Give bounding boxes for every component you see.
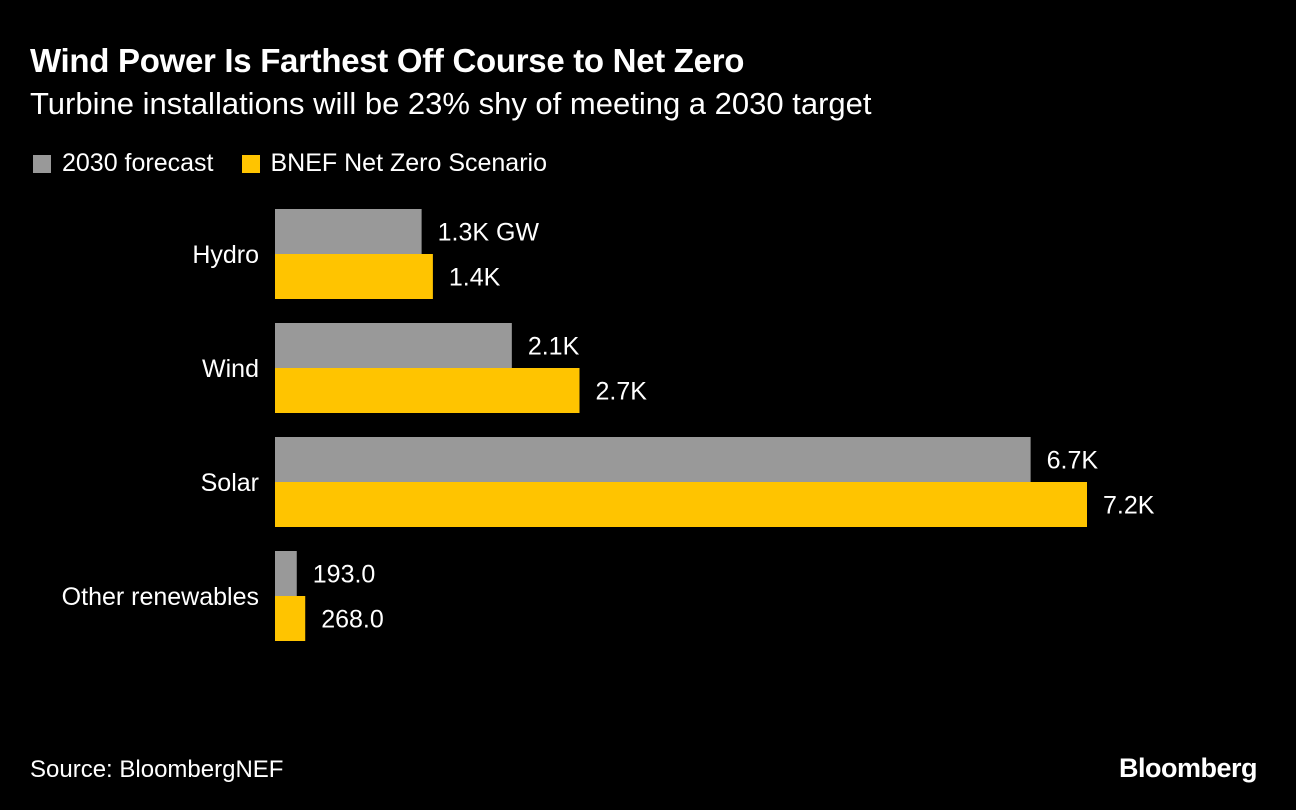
category-label-solar: Solar	[201, 469, 259, 497]
bar-hydro-2030-forecast	[275, 209, 422, 254]
data-label-wind-bnef-net-zero-scenario: 2.7K	[596, 378, 648, 406]
chart-title: Wind Power Is Farthest Off Course to Net…	[30, 42, 745, 79]
data-label-other-renewables-2030-forecast: 193.0	[313, 561, 376, 589]
category-label-other-renewables: Other renewables	[62, 583, 259, 611]
legend-swatch-forecast	[33, 154, 51, 173]
source-note: Source: BloombergNEF	[30, 756, 284, 783]
bar-wind-2030-forecast	[275, 323, 512, 368]
bar-wind-bnef-net-zero-scenario	[275, 368, 580, 413]
category-label-hydro: Hydro	[192, 241, 259, 269]
legend-label-forecast: 2030 forecast	[62, 149, 214, 177]
bar-other-renewables-bnef-net-zero-scenario	[275, 596, 306, 641]
bar-solar-bnef-net-zero-scenario	[275, 482, 1087, 527]
bar-chart: Hydro 1.3K GW 1.4K Wind 2.1K 2.7K Solar 6.7K7.2…	[62, 209, 1155, 641]
category-label-wind: Wind	[202, 355, 259, 383]
data-label-wind-2030-forecast: 2.1K	[528, 333, 580, 361]
chart-legend: 2030 forecast BNEF Net Zero Scenario	[33, 149, 575, 178]
chart-subtitle: Turbine installations will be 23% shy of…	[30, 86, 872, 121]
data-label-solar-bnef-net-zero-scenario: 7.2K	[1103, 492, 1155, 520]
data-label-solar-2030-forecast: 6.7K	[1047, 447, 1099, 475]
bar-hydro-bnef-net-zero-scenario	[275, 254, 433, 299]
legend-label-net-zero: BNEF Net Zero Scenario	[270, 149, 548, 177]
bar-solar-2030-forecast	[275, 437, 1031, 482]
legend-swatch-net-zero	[241, 154, 260, 173]
bloomberg-logo: Bloomberg	[1118, 753, 1258, 783]
data-label-hydro-bnef-net-zero-scenario: 1.4K	[449, 264, 501, 292]
data-label-other-renewables-bnef-net-zero-scenario: 268.0	[321, 606, 384, 634]
legend-item-forecast: 2030 forecast	[33, 149, 214, 178]
bar-other-renewables-2030-forecast	[275, 551, 297, 596]
legend-item-net-zero: BNEF Net Zero Scenario	[241, 149, 548, 178]
data-label-hydro-2030-forecast: 1.3K GW	[438, 219, 540, 247]
